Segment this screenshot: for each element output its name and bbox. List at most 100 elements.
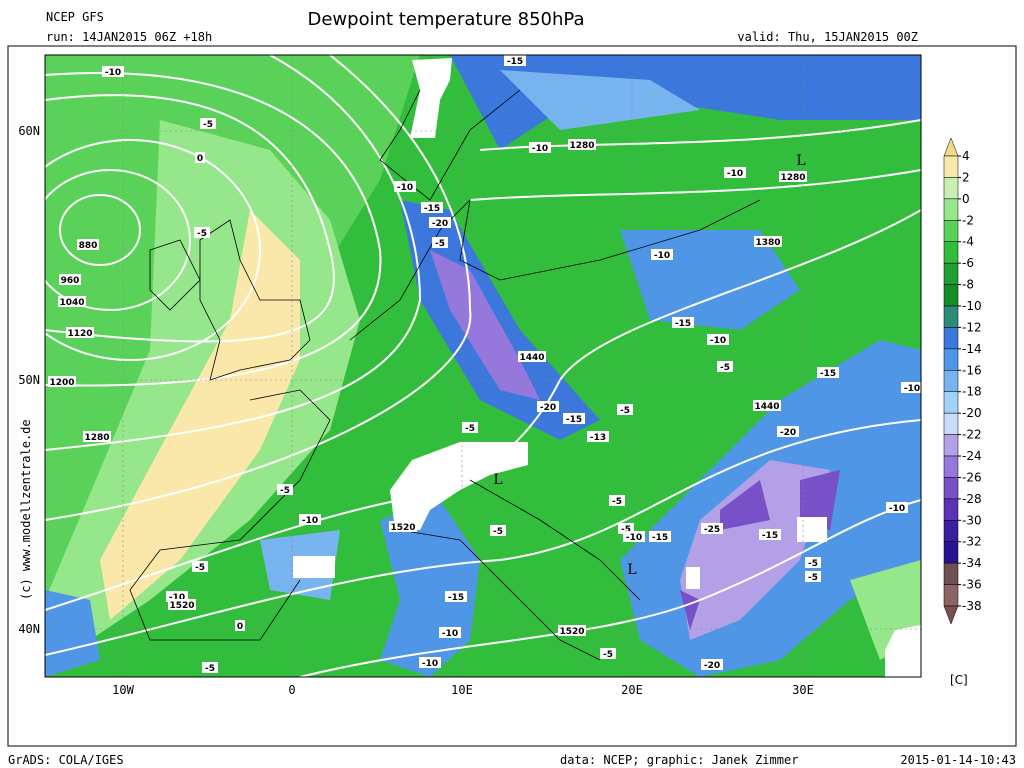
contour-label-bg [192,561,208,572]
contour-label: -10 [302,516,318,526]
contour-label-bg [59,274,81,285]
contour-label: -5 [808,559,818,569]
contour-label: -15 [424,204,440,214]
contour-label-bg [623,531,645,542]
colorbar-label: -2 [962,213,974,227]
contour-label: -10 [105,68,121,78]
contour-label-bg [779,171,807,182]
contour-label-bg [194,227,210,238]
contour-label-bg [587,431,609,442]
contour-label: 1280 [569,141,594,151]
contour-label: -10 [422,659,438,669]
contour-label: -20 [704,661,720,671]
contour-label: 0 [237,622,243,632]
contour-label-bg [717,361,733,372]
map-title: Dewpoint temperature 850hPa [308,9,585,30]
footer-left: GrADS: COLA/IGES [8,753,124,767]
field-zone [680,470,840,630]
contour-label: -5 [435,239,445,249]
contour-label: -20 [780,428,796,438]
contour-label-bg [537,401,559,412]
colorbar-box [943,562,959,585]
colorbar-box [943,477,959,500]
contour-label-bg [609,495,625,506]
contour-label-bg [504,55,526,66]
contour-label: -13 [590,433,606,443]
low-pressure-symbol: L [493,472,502,488]
contour-label: -5 [205,664,215,674]
model-label: NCEP GFS [46,10,104,24]
contour-label: -10 [626,533,642,543]
colorbar-box [943,455,959,478]
contour-label: -5 [612,497,622,507]
contour-label: -5 [493,527,503,537]
contour-label-bg [432,237,448,248]
colorbar-label: -4 [962,235,974,249]
contour-label: -5 [197,229,207,239]
contour-label: -15 [448,593,464,603]
contour-label-bg [419,657,441,668]
contour-label: 1520 [169,601,194,611]
contour-label-bg [651,249,673,260]
field-zone [680,460,830,640]
contour-label: 1520 [390,523,415,533]
contour-label: -20 [432,219,448,229]
frame [7,45,1017,747]
low-pressure-symbol: L [796,153,805,169]
colorbar-label: -6 [962,256,974,270]
contour-label-bg [805,571,821,582]
colorbar-box [943,412,959,435]
graticule [45,55,921,677]
colorbar-box [943,327,959,350]
contour-label: -15 [566,415,582,425]
contour-label: -5 [280,486,290,496]
contour-label: 1040 [59,298,84,308]
contour-label: 1520 [559,627,584,637]
colorbar-box [943,241,959,264]
contour-label: -5 [603,650,613,660]
axis-labels: 60N 50N 40N 10W 0 10E 20E 30E [18,124,814,697]
contour-label-bg [429,217,451,228]
contour-label-bg [462,422,478,433]
colorbar-label: -12 [962,320,982,334]
footer-credit: data: NCEP; graphic: Janek Zimmer [560,753,798,767]
lon-label: 10W [112,683,134,697]
contour-label: -5 [465,424,475,434]
contour-label-bg [649,531,671,542]
colorbar-label: -38 [962,599,982,613]
contour-label: 1280 [780,173,805,183]
contour-label-bg [518,351,546,362]
colorbar-box [943,370,959,392]
contour-label: -5 [720,363,730,373]
missing-data [390,442,528,530]
contour-label-bg [568,139,596,150]
field-zone [430,250,540,400]
colorbar-label: 0 [962,192,970,206]
colorbar-box [943,155,959,178]
contour-label: 1280 [84,433,109,443]
contour-label-bg [102,66,124,77]
field-zone [100,210,300,620]
colorbar-label: -34 [962,556,982,570]
contour-label-bg [754,236,782,247]
contour-label: 1200 [49,378,74,388]
contour-label: 0 [197,154,203,164]
contour-label-bg [235,620,245,631]
contour-label: -5 [195,563,205,573]
missing-data [686,567,700,589]
contour-label: -10 [889,504,905,514]
contour-label: 1120 [67,329,92,339]
contour-label-bg [168,599,196,610]
contour-label-bg [759,529,781,540]
contour-label: -10 [169,593,185,603]
contour-label: 1440 [519,353,544,363]
contour-label: -10 [727,169,743,179]
lon-label: 30E [792,683,814,697]
contour-label-bg [618,523,634,534]
contour-label: -10 [532,144,548,154]
field-zone [500,70,700,130]
contour-label-bg [389,521,417,532]
contour-label: -15 [675,319,691,329]
field-zone [45,590,100,677]
